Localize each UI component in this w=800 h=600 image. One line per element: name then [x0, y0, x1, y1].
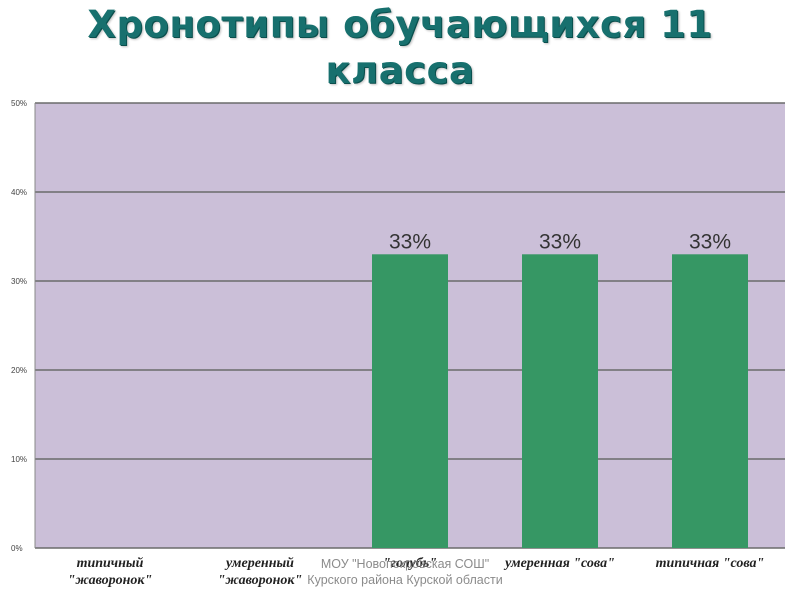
bar — [372, 254, 448, 549]
watermark-text: МОУ "Новопокровская СОШ" — [321, 557, 489, 571]
y-tick-label: 20% — [11, 366, 27, 375]
x-tick-label: "голубь" — [383, 556, 437, 571]
watermark-text: Курского района Курской области — [307, 573, 502, 587]
x-tick-label: "жаворонок" — [68, 573, 153, 588]
chart-title-line-2: класса — [325, 49, 475, 92]
bar — [672, 254, 748, 549]
data-label: 33% — [689, 230, 731, 253]
y-tick-label: 40% — [11, 188, 27, 197]
y-tick-label: 10% — [11, 455, 27, 464]
y-tick-label: 50% — [11, 99, 27, 108]
x-tick-label: типичная "сова" — [656, 556, 765, 571]
data-label: 33% — [539, 230, 581, 253]
chart-title: Хронотипы обучающихся 11 класса — [0, 2, 800, 94]
data-label: 33% — [389, 230, 431, 253]
x-tick-label: умеренная "сова" — [503, 556, 615, 571]
y-tick-label: 0% — [11, 544, 23, 553]
x-tick-label: "жаворонок" — [218, 573, 303, 588]
y-tick-label: 30% — [11, 277, 27, 286]
x-tick-label: типичный — [77, 556, 144, 571]
chart-title-line-1: Хронотипы обучающихся 11 — [87, 3, 713, 46]
bar — [522, 254, 598, 549]
x-tick-label: умеренный — [224, 556, 294, 571]
